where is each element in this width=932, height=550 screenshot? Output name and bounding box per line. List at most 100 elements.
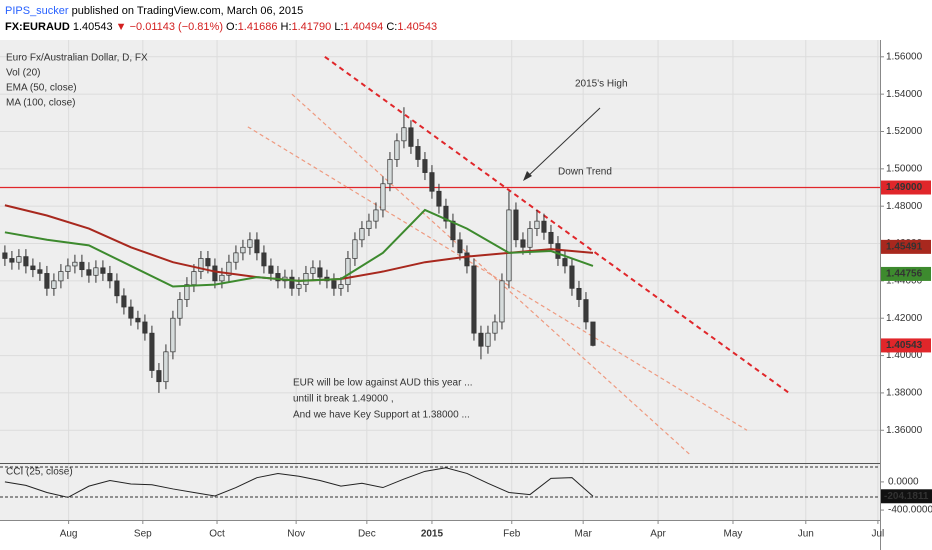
candle-body [443, 205, 449, 222]
candle-body [520, 239, 526, 248]
candle-body [233, 252, 239, 263]
ohlc-value: 1.41790 [291, 21, 332, 33]
time-axis-bg [0, 520, 880, 550]
candle-body [366, 220, 372, 229]
candle-body [303, 273, 309, 285]
candle-body [72, 261, 78, 267]
ohlc-value: 1.41686 [237, 21, 278, 33]
trend-line [324, 55, 790, 394]
candle-body [240, 246, 246, 254]
last: 1.40543 [72, 21, 113, 33]
legend-entry: Euro Fx/Australian Dollar, D, FX [6, 53, 148, 64]
user[interactable]: PIPS_sucker [5, 5, 69, 17]
quote-line: FX:EURAUD 1.40543 ▼ −0.01143 (−0.81%) O:… [5, 19, 927, 35]
candle-body [457, 239, 463, 254]
cci-label: CCI (25, close) [6, 467, 73, 478]
candle-body [191, 271, 197, 285]
candle-body [121, 295, 127, 308]
candle-body [93, 267, 99, 276]
trend-line [247, 126, 748, 431]
candle-body [485, 332, 491, 347]
x-tick-label: Nov [287, 529, 305, 540]
candle-body [268, 265, 274, 274]
note-line: untill it break 1.49000 , [293, 394, 394, 405]
candle-body [387, 159, 393, 185]
candle-body [51, 280, 57, 289]
price-axis-bg [880, 40, 932, 550]
candle-body [471, 265, 477, 334]
x-tick-label: Jun [798, 529, 814, 540]
candle-body [583, 299, 589, 323]
candle-body [2, 252, 8, 259]
x-tick-label: Sep [134, 529, 152, 540]
y-tick-label: 0.0000 [888, 477, 919, 488]
candle-body [576, 287, 582, 300]
candle-body [142, 321, 148, 334]
candle-body [331, 280, 337, 289]
candle-body [317, 267, 323, 278]
x-tick-label: Dec [358, 529, 376, 540]
candle-body [499, 280, 505, 323]
candle-body [506, 209, 512, 282]
candle-body [261, 252, 267, 267]
published: published on TradingView.com, March 06, … [71, 5, 304, 17]
candle-body [156, 370, 162, 383]
plot-bg [0, 40, 880, 520]
note-line: And we have Key Support at 1.38000 ... [293, 410, 470, 421]
candle-body [135, 317, 141, 323]
candle-body [226, 261, 232, 276]
ohlc-label: C: [386, 21, 398, 33]
candle-body [58, 271, 64, 282]
y-tick-label: 1.36000 [886, 425, 923, 436]
y-tick-label: 1.48000 [886, 201, 923, 212]
candle-body [338, 284, 344, 289]
candle-body [30, 265, 36, 271]
candle-body [177, 299, 183, 319]
y-tick-label: 1.44000 [886, 276, 923, 287]
legend-entry: EMA (50, close) [6, 83, 77, 94]
candle-body [555, 243, 561, 259]
candle-body [16, 256, 22, 263]
candle-body [212, 265, 218, 282]
x-tick-label: 2015 [421, 529, 444, 540]
publish-line: PIPS_sucker published on TradingView.com… [5, 3, 927, 19]
note-line: EUR will be low against AUD this year ..… [293, 378, 473, 389]
candle-body [275, 273, 281, 282]
price-tag-label: 1.44756 [886, 269, 923, 280]
candle-body [345, 258, 351, 285]
candle-body [492, 321, 498, 334]
y-tick-label: -400.0000 [888, 505, 932, 516]
candle-body [513, 209, 519, 241]
candle-body [527, 228, 533, 248]
y-tick-label: 1.56000 [886, 51, 923, 62]
candle-body [464, 252, 470, 267]
arrow [525, 107, 601, 179]
y-tick-label: 1.50000 [886, 163, 923, 174]
candle-body [247, 239, 253, 248]
candle-body [569, 265, 575, 289]
candle-body [198, 258, 204, 272]
candle-body [422, 159, 428, 173]
y-tick-label: 1.42000 [886, 313, 923, 324]
ohlc-value: 1.40543 [397, 21, 438, 33]
candle-body [296, 284, 302, 289]
candle-body [401, 127, 407, 142]
candle-body [548, 231, 554, 244]
y-tick-label: 1.40000 [886, 350, 923, 361]
candle-body [205, 258, 211, 267]
y-tick-label: 1.54000 [886, 89, 923, 100]
candle-body [86, 269, 92, 276]
candle-body [44, 273, 50, 289]
price-tag-label: 1.40543 [886, 340, 923, 351]
candle-body [450, 220, 456, 241]
candle-body [79, 261, 85, 271]
candle-body [380, 183, 386, 211]
x-tick-label: Aug [60, 529, 78, 540]
candle-body [163, 351, 169, 383]
candle-body [289, 276, 295, 289]
candle-body [107, 273, 113, 282]
price-tag [881, 338, 931, 353]
candle-body [170, 317, 176, 353]
candle-body [149, 332, 155, 371]
